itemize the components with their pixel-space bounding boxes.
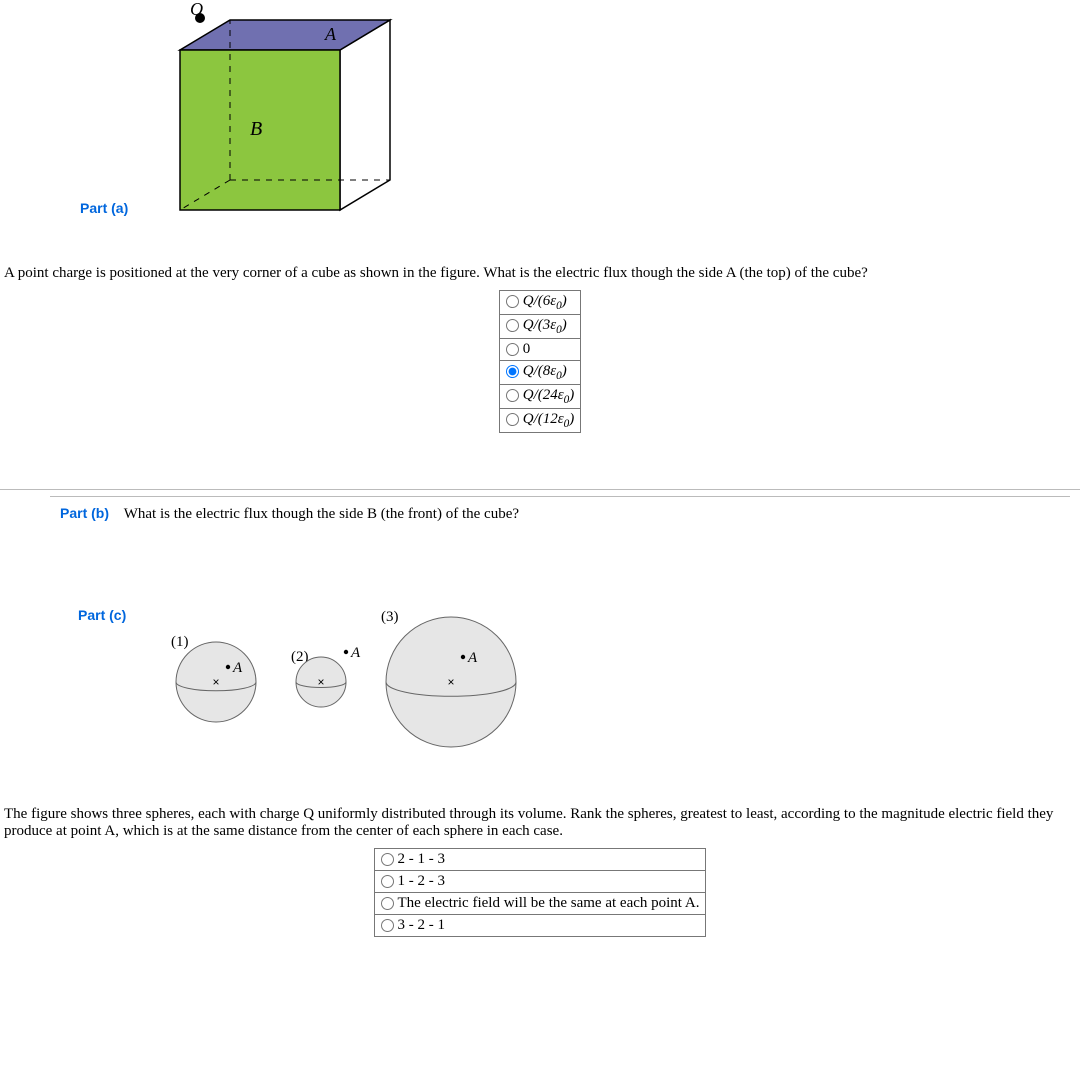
label-B: B (250, 118, 262, 140)
option-radio[interactable] (381, 897, 394, 910)
sphere-number: (1) (171, 634, 189, 650)
part-a-question: A point charge is positioned at the very… (4, 265, 868, 281)
option-radio[interactable] (381, 853, 394, 866)
option-radio[interactable] (506, 295, 519, 308)
label-A: A (324, 24, 337, 44)
option-label: The electric field will be the same at e… (398, 895, 700, 911)
option-radio[interactable] (506, 389, 519, 402)
option-label: Q/(8ε0) (523, 363, 567, 379)
option-label: Q/(24ε0) (523, 387, 575, 403)
point-A-dot (461, 655, 465, 659)
part-b-question: What is the electric flux though the sid… (124, 506, 519, 522)
option-label: 1 - 2 - 3 (398, 873, 446, 889)
label-Q: Q (190, 0, 203, 19)
center-mark: × (213, 675, 220, 689)
center-mark: × (448, 675, 455, 689)
option-radio[interactable] (381, 919, 394, 932)
point-A-dot (344, 650, 348, 654)
point-A-label: A (467, 650, 478, 666)
part-b-label: Part (b) (60, 505, 109, 521)
option-label: Q/(12ε0) (523, 411, 575, 427)
spheres-figure: (1)×A(2)×A(3)×A (126, 587, 586, 772)
sphere-number: (3) (381, 609, 399, 625)
option-radio[interactable] (506, 319, 519, 332)
option-radio[interactable] (506, 343, 519, 356)
part-c-options: 2 - 1 - 3 1 - 2 - 3 The electric field wil… (374, 848, 707, 937)
part-c-label: Part (c) (78, 607, 126, 623)
part-c-question: The figure shows three spheres, each wit… (4, 806, 1053, 839)
point-A-label: A (350, 645, 361, 661)
cube-face-right (340, 20, 390, 210)
part-a-options: Q/(6ε0) Q/(3ε0) 0 Q/(8ε0) Q/(24ε0) Q/(12ε0) (499, 290, 582, 433)
option-label: 3 - 2 - 1 (398, 917, 446, 933)
option-radio[interactable] (506, 365, 519, 378)
option-radio[interactable] (506, 413, 519, 426)
center-mark: × (318, 675, 325, 689)
option-radio[interactable] (381, 875, 394, 888)
point-A-dot (226, 665, 230, 669)
point-A-label: A (232, 660, 243, 676)
option-label: 0 (523, 341, 531, 357)
option-label: Q/(3ε0) (523, 317, 567, 333)
option-label: 2 - 1 - 3 (398, 851, 446, 867)
option-label: Q/(6ε0) (523, 293, 567, 309)
cube-figure: Q A B Part (a) (80, 0, 480, 240)
part-a-label: Part (a) (80, 200, 128, 216)
